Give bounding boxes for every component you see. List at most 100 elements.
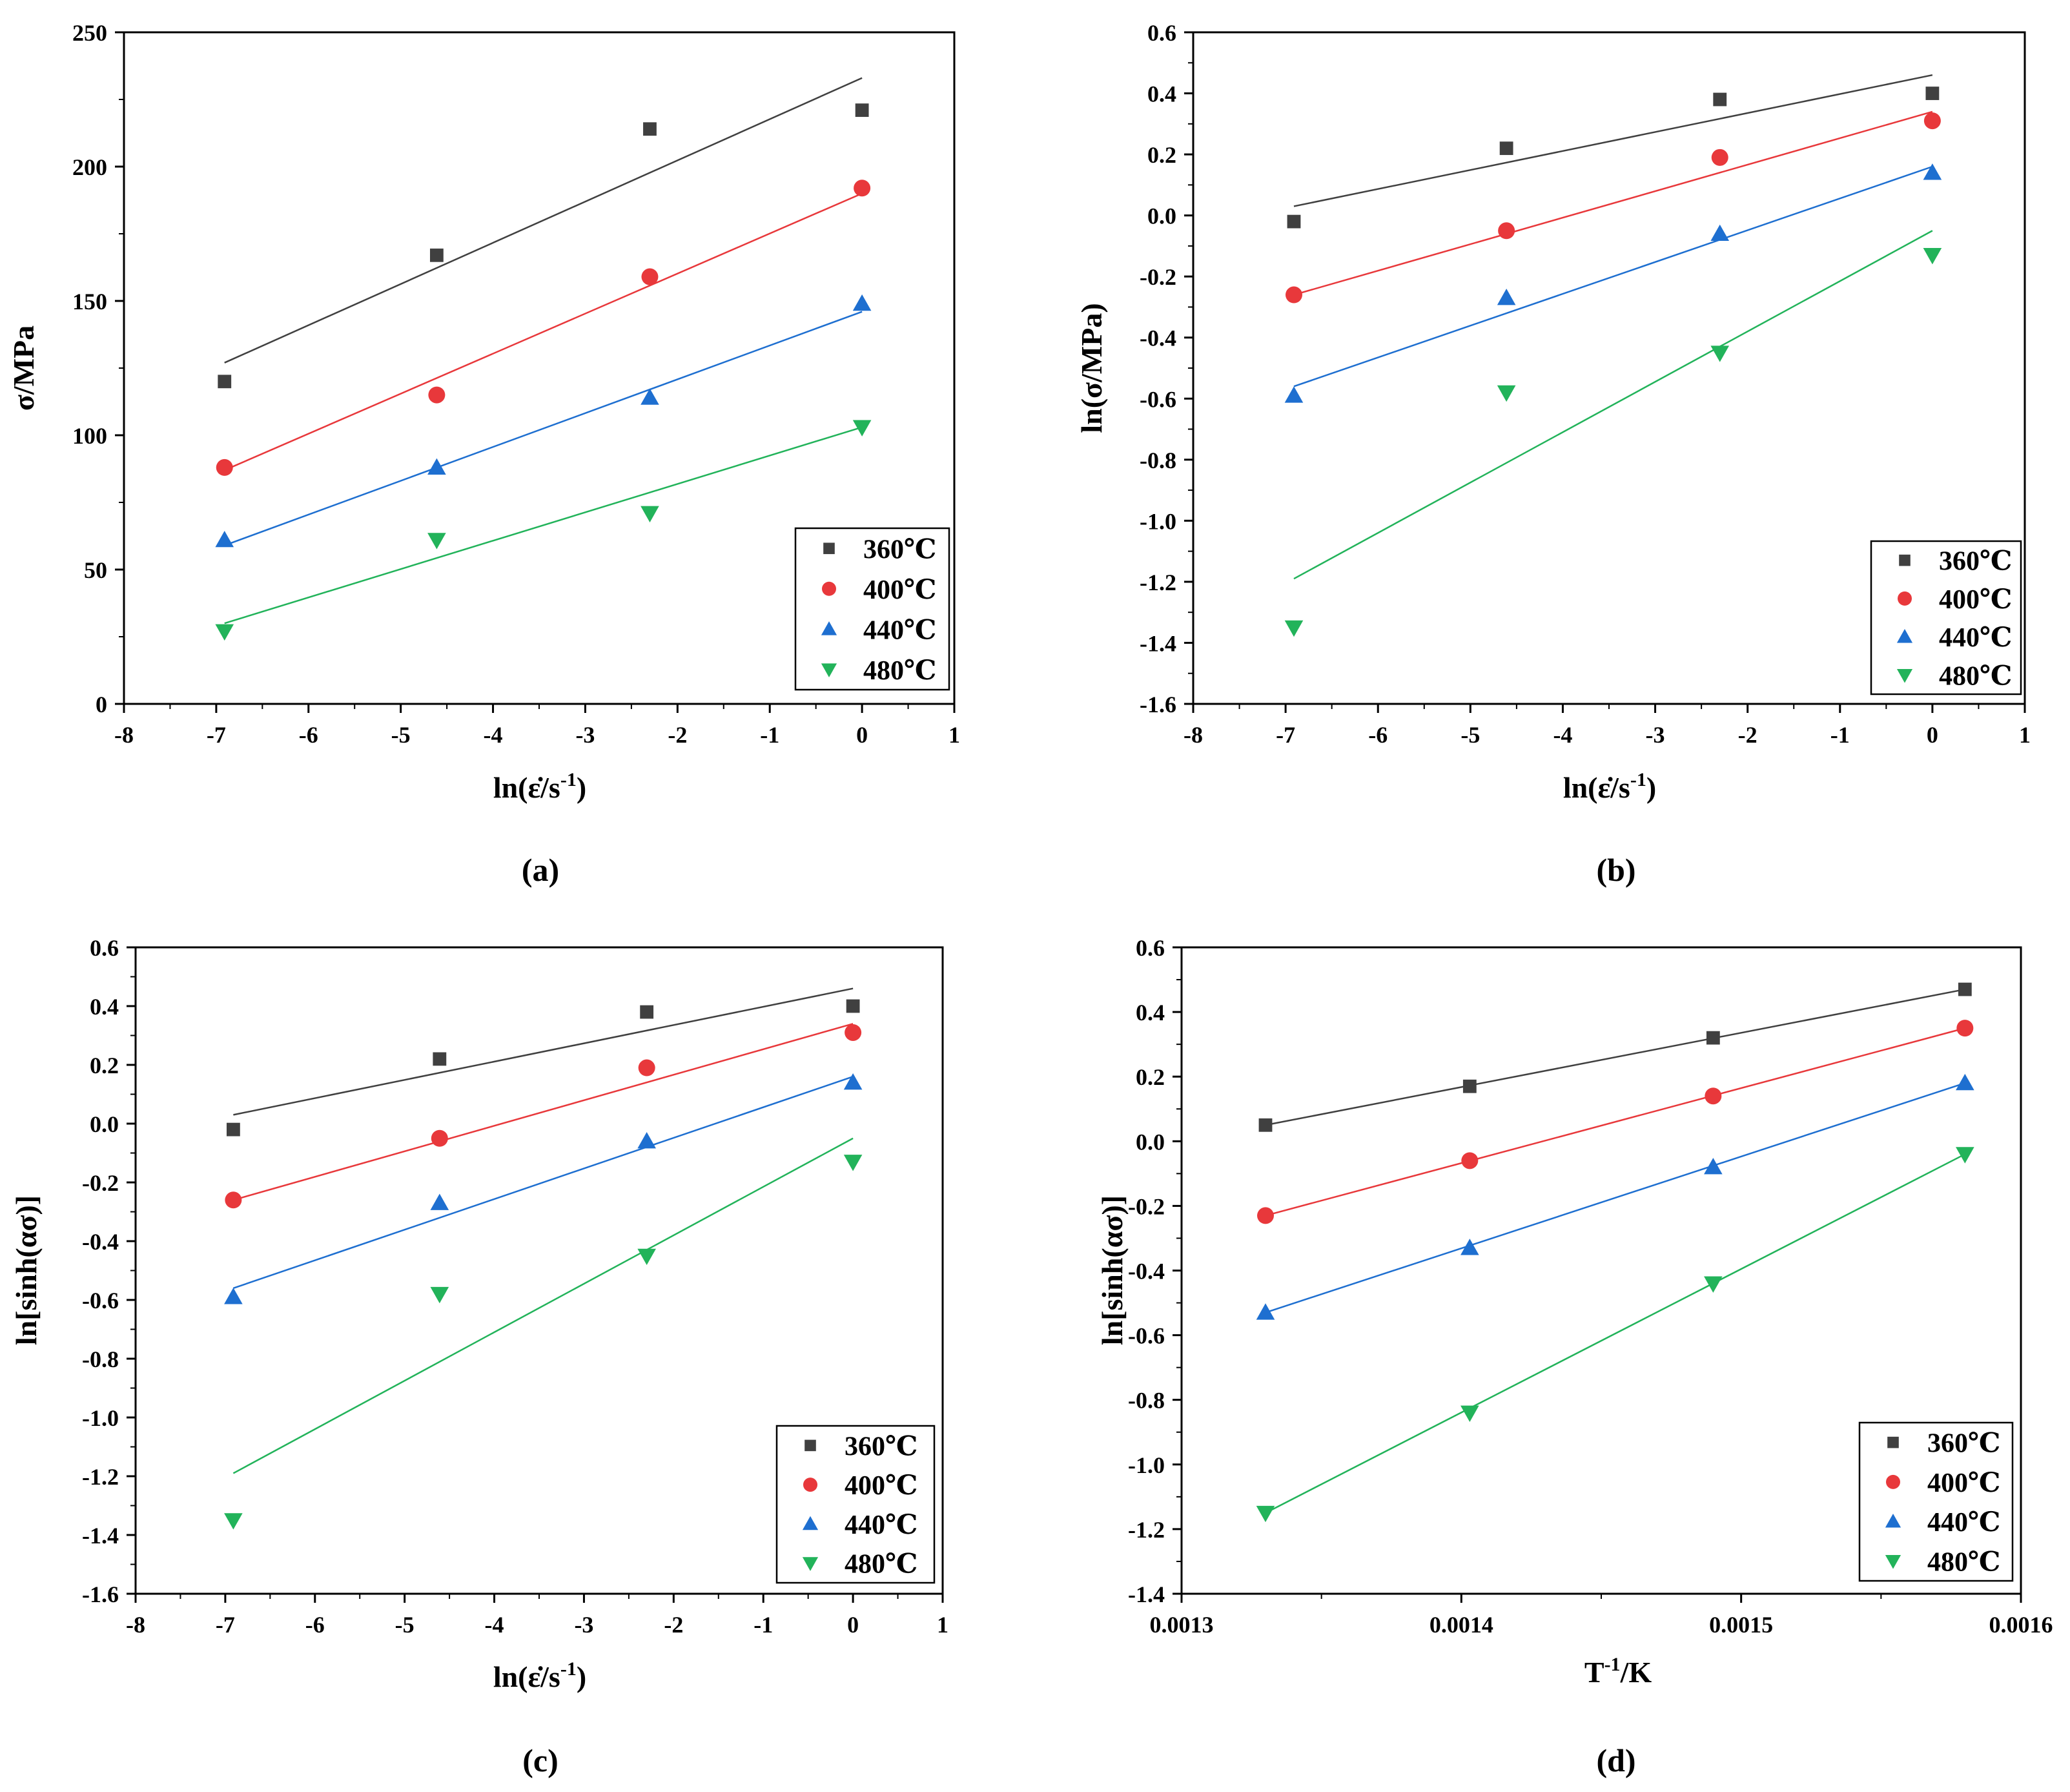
data-point [637,1132,656,1149]
data-point [641,268,659,285]
y-tick-label: 0.4 [1147,81,1176,107]
y-axis-label: σ/MPa [7,325,40,411]
x-tick-label: -8 [126,1612,145,1638]
y-tick-label: -1.6 [82,1581,119,1607]
x-axis-label: ln(ε̇/s-1) [1563,769,1656,804]
x-tick-label: -5 [391,722,411,748]
x-tick-label: -7 [216,1612,235,1638]
fit-line-2 [1265,1082,1965,1313]
x-axis-label: ln(ε̇/s-1) [493,769,586,804]
legend-label: 360℃ [863,535,936,564]
y-tick-label: -1.4 [1140,630,1176,656]
legend: 360℃ 400℃ 440℃ 480℃ [775,1425,936,1584]
data-point [1706,1031,1720,1045]
legend-box [775,1425,936,1584]
legend-marker [821,663,837,677]
y-tick-label: -1.4 [1128,1581,1165,1607]
y-tick-label: -1.2 [1140,570,1176,595]
data-point [218,375,232,389]
data-point [1256,1303,1275,1320]
data-point [1497,288,1516,305]
y-tick-label: 0 [96,692,107,717]
fit-line-1 [1293,110,1933,296]
y-tick-label: -0.8 [1140,448,1176,473]
legend-label: 400℃ [1927,1468,2000,1498]
data-point [1498,222,1515,240]
y-tick-label: 0.6 [1136,935,1165,961]
legend-label: 440℃ [845,1510,917,1540]
data-point [224,1288,243,1304]
x-tick-label: -3 [575,722,595,748]
data-point [215,624,234,641]
y-tick-label: 0.0 [1136,1129,1165,1155]
data-point [1257,1207,1274,1224]
legend-label: 480℃ [1939,661,2012,691]
data-point [226,1122,240,1137]
x-tick-label: -7 [207,722,226,748]
legend-label: 440℃ [863,615,936,645]
x-tick-label: 0.0014 [1430,1612,1493,1638]
data-point [1284,386,1304,403]
y-tick-label: -0.4 [82,1229,119,1255]
data-point [1460,1405,1479,1423]
data-point [433,1052,447,1066]
x-tick-label: -3 [574,1612,593,1638]
panel-a-caption: (a) [521,852,560,888]
x-tick-label: -1 [753,1612,773,1638]
fit-line-3 [232,1137,854,1474]
data-point [852,420,872,437]
data-point [1499,141,1513,156]
data-point [1710,224,1730,242]
x-tick-label: 0.0015 [1709,1612,1773,1638]
x-axis-label: T-1/K [1584,1654,1652,1689]
data-point [428,386,446,404]
data-point [1704,1276,1723,1293]
data-point [1923,112,1941,130]
chart-panel-b: -8 -7 -6 -5 -4 -3 -2 -1 0 1 -1.6 -1.4 -1.2 -1.0 -0.8 -0… [1075,20,2031,804]
data-point [430,1193,449,1210]
legend-marker [1885,1555,1901,1569]
x-tick-label: -2 [664,1612,683,1638]
y-tick-label: -0.8 [1128,1388,1165,1414]
data-point [1713,92,1727,107]
data-point [640,388,659,405]
y-tick-label: -0.4 [1140,325,1176,351]
data-point [1923,248,1942,265]
data-point [1284,620,1304,637]
x-tick-label: -5 [395,1612,415,1638]
x-tick-label: -4 [1553,722,1572,748]
data-point [845,1024,862,1041]
y-tick-label: -0.2 [1128,1193,1165,1219]
data-point [638,1059,655,1076]
data-point [1462,1079,1477,1093]
fit-line-3 [1293,230,1933,580]
legend-label: 440℃ [1927,1508,2000,1538]
legend-box [794,527,950,691]
data-point [1705,1087,1722,1105]
legend-marker [804,1439,816,1452]
legend-label: 360℃ [845,1432,917,1461]
x-tick-label: 0.0013 [1150,1612,1214,1638]
data-point [431,1129,448,1147]
data-point [1460,1239,1479,1255]
y-tick-label: -0.6 [1140,386,1176,412]
x-tick-label: 0 [847,1612,859,1638]
fit-line-1 [224,192,863,471]
fit-line-1 [233,1023,854,1201]
legend-marker [823,542,835,555]
data-point [846,999,860,1013]
y-tick-label: 0.6 [1147,20,1176,46]
y-tick-label: -1.4 [82,1523,119,1549]
legend-label: 480℃ [1927,1547,2000,1577]
chart-panel-a: -8 -7 -6 -5 -4 -3 -2 -1 0 1 0 50 100 150 200 250 ln(ε̇/s… [7,20,960,804]
x-tick-label: -4 [484,722,503,748]
fit-line-0 [224,77,863,364]
data-point [427,458,446,475]
legend-marker [1898,591,1912,606]
data-point [1461,1152,1479,1169]
y-tick-label: 250 [72,20,107,46]
x-tick-label: 0.0016 [1989,1612,2053,1638]
data-point [1256,1505,1275,1523]
legend-marker [1886,1474,1900,1489]
y-tick-label: -1.2 [82,1464,119,1490]
